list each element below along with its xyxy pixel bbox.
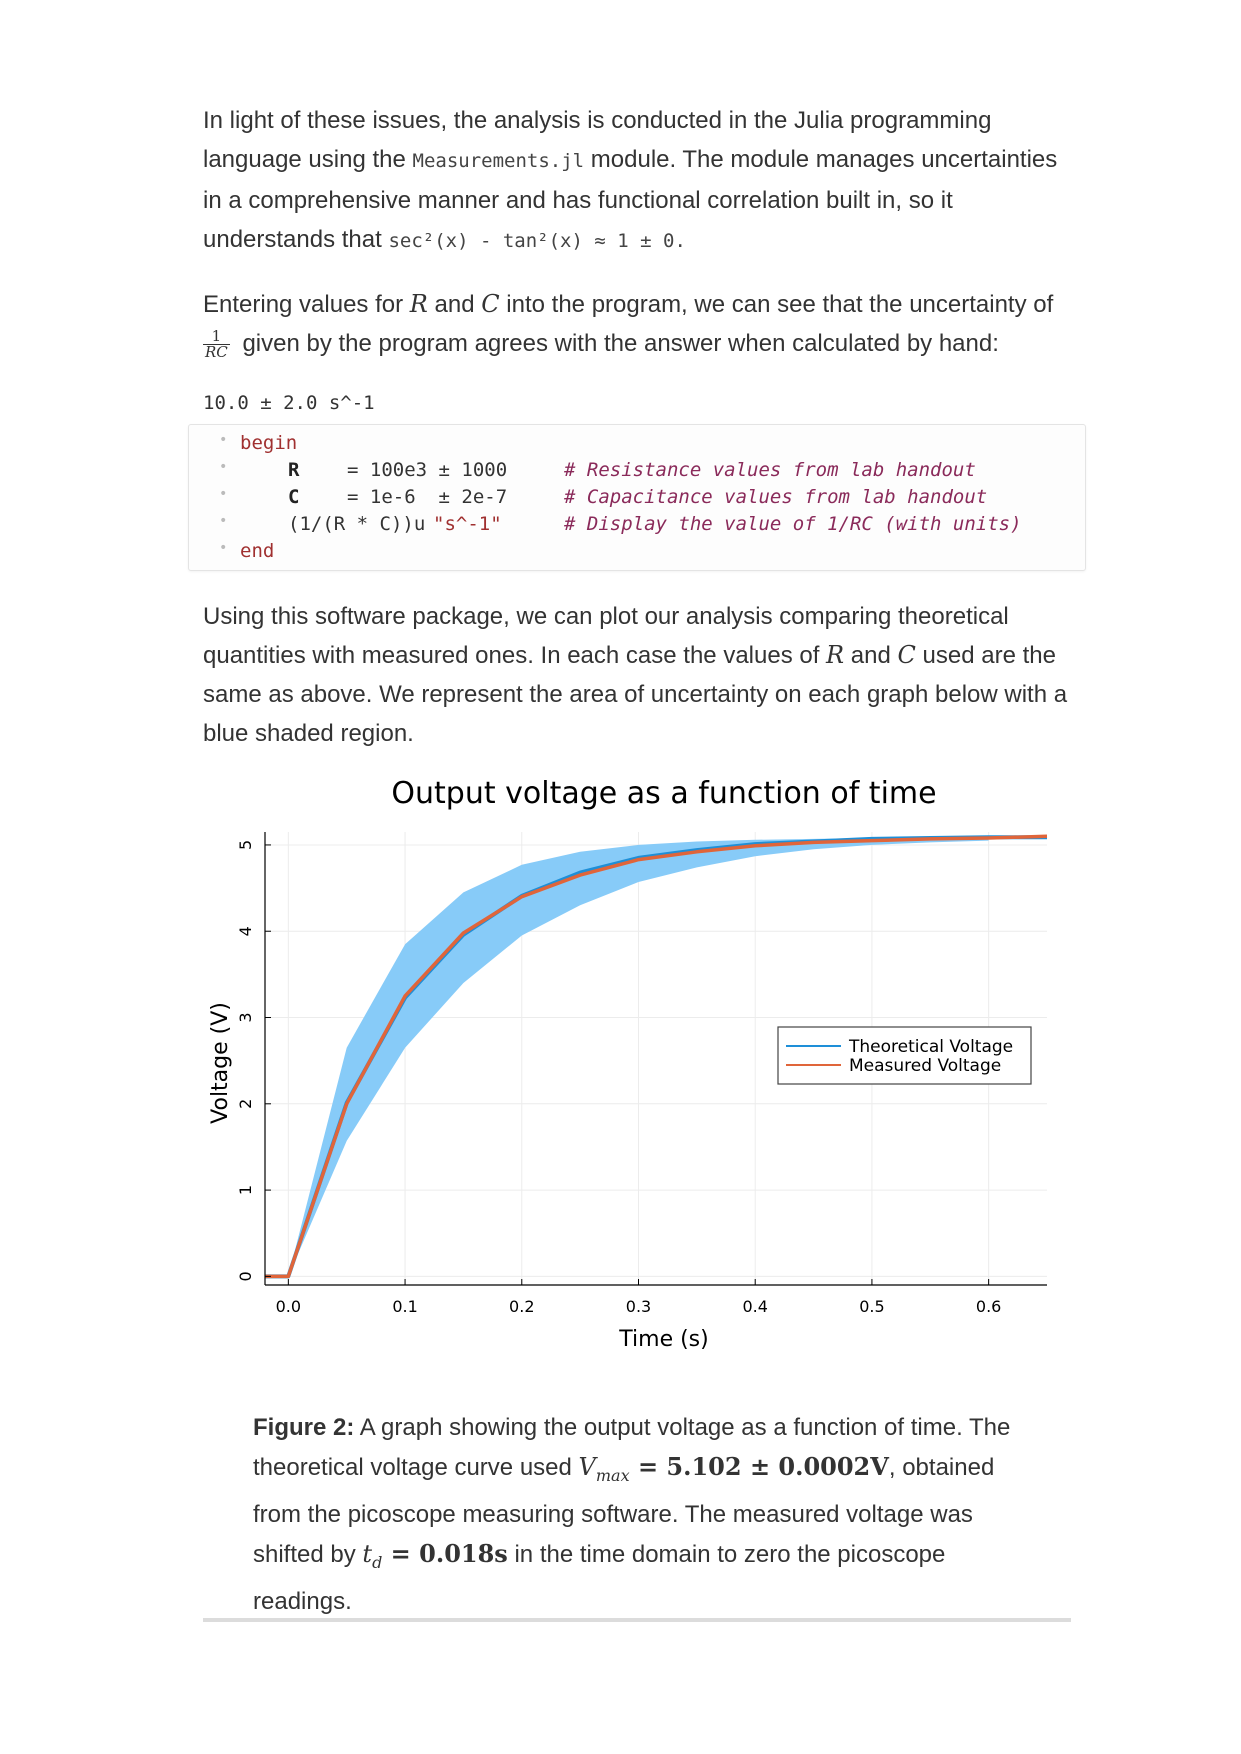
bottom-divider: [203, 1618, 1071, 1622]
legend-label-theoretical: Theoretical Voltage: [848, 1037, 1013, 1057]
caption-label: Figure 2:: [253, 1414, 355, 1441]
y-tick-label: 5: [236, 840, 255, 850]
x-tick-label: 0.3: [626, 1297, 651, 1316]
theoretical-voltage-line: [265, 835, 1047, 1279]
chart-legend: Theoretical Voltage Measured Voltage: [777, 1026, 1032, 1085]
paragraph-julia-intro: In light of these issues, the analysis i…: [203, 107, 1058, 253]
y-tick-label: 1: [236, 1185, 255, 1195]
x-tick-label: 0.5: [859, 1297, 884, 1316]
x-tick-label: 0.6: [976, 1297, 1001, 1316]
y-tick-label: 0: [236, 1271, 255, 1281]
x-tick-label: 0.0: [276, 1297, 301, 1316]
math-C: C: [897, 641, 916, 669]
x-tick-label: 0.4: [742, 1297, 767, 1316]
math-fraction-1-over-RC: 1 RC: [203, 327, 230, 362]
x-tick-label: 0.2: [509, 1297, 534, 1316]
x-tick-label: 0.1: [392, 1297, 417, 1316]
chart-title: Output voltage as a function of time: [391, 776, 936, 811]
legend-box: [777, 1026, 1032, 1085]
chart-series: [265, 834, 1048, 1279]
measured-voltage-line: [265, 834, 1048, 1279]
legend-label-measured: Measured Voltage: [849, 1056, 1001, 1076]
uncertainty-band: [288, 838, 989, 1277]
inline-code-measurements: Measurements.jl: [412, 150, 585, 172]
figure-caption: Figure 2: A graph showing the output vol…: [253, 1414, 1011, 1615]
y-tick-label: 2: [236, 1099, 255, 1109]
cell-output: 10.0 ± 2.0 s^-1: [203, 392, 375, 414]
chart-gridlines: [265, 832, 1047, 1285]
math-C: C: [481, 290, 500, 318]
paragraph-entering-values: Entering values for R and C into the pro…: [203, 290, 1054, 362]
inline-code-identity: sec²(x) - tan²(x) ≈ 1 ± 0.: [388, 230, 686, 252]
y-tick-label: 3: [236, 1012, 255, 1022]
code-cell[interactable]: • begin • R = 100e3 ± 1000 # Resistance valu…: [188, 424, 1086, 571]
y-axis-label: Voltage (V): [208, 1002, 233, 1124]
paragraph-software-package: Using this software package, we can plot…: [203, 603, 1068, 747]
x-axis-label: Time (s): [618, 1327, 708, 1352]
math-R: R: [409, 290, 428, 318]
chart-axes: 0.0 0.1 0.2 0.3 0.4 0.5 0.6 0 1 2 3 4 5: [236, 832, 1047, 1316]
y-tick-label: 4: [236, 926, 255, 936]
math-R: R: [826, 641, 845, 669]
